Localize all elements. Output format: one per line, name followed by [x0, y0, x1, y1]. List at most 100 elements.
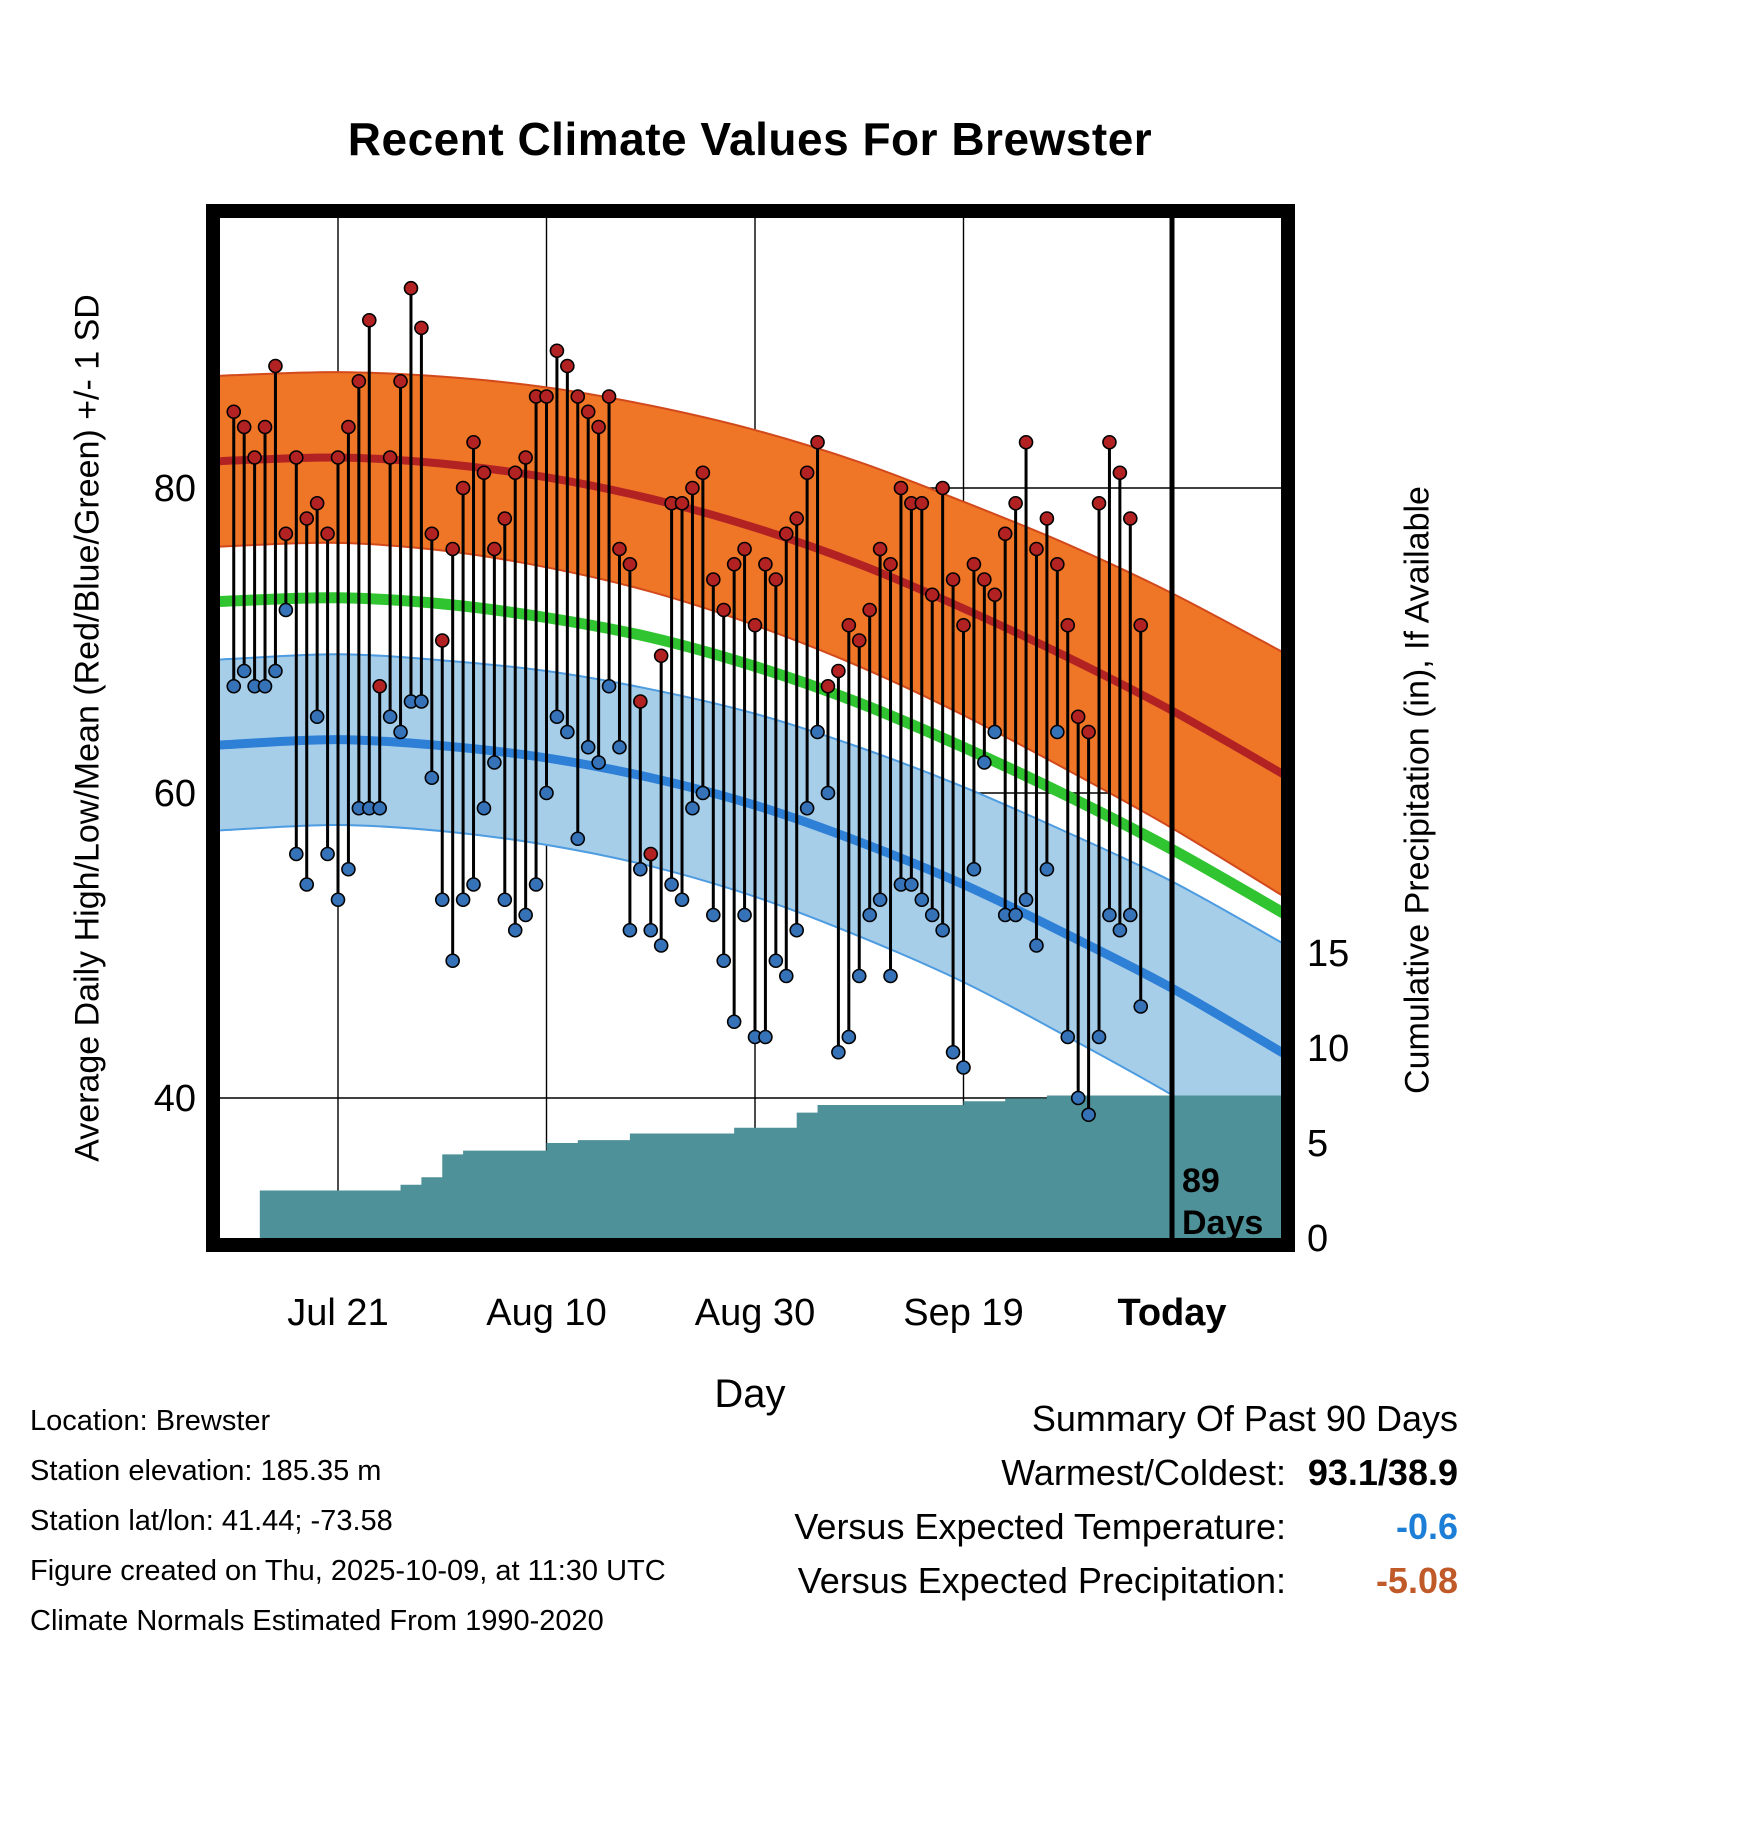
daily-low-dot: [434, 892, 450, 908]
daily-high-dot: [497, 511, 513, 526]
daily-high-dot: [1008, 495, 1023, 511]
daily-low-dot: [956, 1060, 971, 1075]
daily-high-dot: [1123, 511, 1138, 526]
daily-low-dot: [778, 968, 794, 984]
daily-low-dot: [789, 922, 805, 938]
daily-low-dot: [945, 1044, 961, 1060]
daily-high-dot: [966, 556, 982, 572]
daily-low-dot: [1008, 907, 1023, 923]
daily-low-dot: [539, 785, 554, 801]
daily-low-dot: [674, 892, 690, 908]
daily-high-dot: [445, 541, 460, 557]
daily-low-dot: [507, 922, 523, 938]
daily-high-dot: [810, 434, 825, 450]
daily-low-dot: [705, 907, 721, 923]
daily-high-dot: [466, 434, 481, 450]
daily-low-dot: [643, 922, 659, 938]
daily-low-dot: [560, 724, 575, 740]
daily-high-dot: [831, 663, 846, 679]
daily-low-dot: [914, 892, 930, 908]
daily-high-dot: [653, 648, 669, 664]
daily-low-dot: [1091, 1029, 1107, 1045]
daily-low-dot: [633, 861, 648, 877]
daily-high-dot: [747, 617, 763, 633]
figure-created: Figure created on Thu, 2025-10-09, at 11…: [30, 1555, 666, 1587]
daily-low-dot: [487, 755, 502, 770]
daily-low-dot: [278, 602, 294, 618]
daily-low-dot: [977, 755, 992, 770]
daily-low-dot: [424, 770, 440, 786]
warmest-label: Warmest/Coldest:: [1001, 1452, 1286, 1493]
daily-high-dot: [382, 450, 398, 465]
daily-low-dot: [685, 800, 700, 816]
daily-high-dot: [226, 404, 242, 420]
daily-high-dot: [851, 633, 867, 648]
daily-low-dot: [935, 922, 950, 938]
daily-low-dot: [549, 709, 565, 725]
daily-low-dot: [1029, 938, 1044, 953]
daily-low-dot: [455, 892, 471, 908]
daily-low-dot: [236, 663, 252, 679]
daily-low-dot: [987, 724, 1003, 740]
daily-low-dot: [1112, 922, 1128, 938]
daily-low-dot: [1102, 907, 1117, 923]
daily-high-dot: [893, 480, 909, 496]
station-location: Location: Brewster: [30, 1405, 271, 1437]
daily-high-low-bars: [226, 280, 1149, 1123]
daily-low-dot: [466, 877, 481, 892]
daily-high-dot: [393, 373, 408, 389]
daily-low-dot: [862, 907, 877, 923]
vs-temp-value: -0.6: [1395, 1506, 1458, 1547]
daily-high-dot: [236, 419, 252, 435]
daily-high-dot: [685, 480, 700, 496]
daily-high-dot: [716, 602, 732, 618]
daily-high-dot: [768, 572, 784, 587]
climate-chart-canvas: 89 Days Jul 21 Aug 10 Aug 30 Sep 19 Today 80 60 4…: [154, 204, 1349, 1334]
daily-high-dot: [361, 312, 377, 328]
y-right-tick-label: 0: [1307, 1218, 1328, 1260]
y-axis-label-right: Cumulative Precipitation (in), If Availa…: [1398, 486, 1437, 1094]
daily-low-dot: [518, 907, 533, 923]
daily-high-dot: [695, 465, 711, 481]
x-tick-label: Aug 10: [486, 1292, 606, 1334]
daily-low-dot: [1123, 907, 1138, 923]
daily-high-dot: [1081, 724, 1096, 740]
daily-low-dot: [966, 861, 982, 877]
plot-area: 89 Days: [220, 218, 1281, 1238]
daily-high-dot: [935, 480, 950, 496]
daily-high-dot: [1133, 617, 1149, 633]
summary-warmest-row: Warmest/Coldest: 93.1/38.9: [794, 1446, 1458, 1500]
daily-low-dot: [872, 892, 888, 908]
daily-low-dot: [320, 846, 335, 862]
daily-low-dot: [1070, 1090, 1086, 1106]
daily-low-dot: [1133, 999, 1149, 1014]
chart-title: Recent Climate Values For Brewster: [347, 113, 1153, 165]
daily-high-dot: [820, 678, 836, 694]
vs-precip-label: Versus Expected Precipitation:: [797, 1560, 1286, 1601]
x-axis-label: Day: [714, 1372, 786, 1416]
daily-low-dot: [768, 953, 784, 969]
daily-low-dot: [226, 678, 242, 694]
daily-high-dot: [841, 617, 857, 633]
daily-high-dot: [570, 389, 586, 404]
daily-high-dot: [268, 358, 283, 374]
daily-low-dot: [924, 907, 940, 923]
daily-high-dot: [1102, 434, 1117, 450]
daily-low-dot: [904, 877, 919, 892]
daily-low-dot: [445, 953, 460, 969]
daily-low-dot: [330, 892, 346, 908]
daily-low-dot: [799, 800, 815, 816]
x-tick-label: Jul 21: [287, 1292, 388, 1334]
daily-low-dot: [580, 739, 596, 755]
daily-high-dot: [1060, 617, 1076, 633]
daily-high-dot: [914, 495, 930, 511]
daily-high-dot: [372, 678, 388, 694]
daily-high-dot: [758, 556, 773, 572]
daily-low-dot: [841, 1029, 857, 1045]
daily-high-dot: [507, 465, 523, 481]
daily-high-dot: [977, 572, 992, 587]
daily-high-dot: [330, 450, 346, 465]
daily-low-dot: [1018, 892, 1034, 908]
daily-low-dot: [372, 800, 388, 816]
daily-high-dot: [549, 343, 565, 359]
